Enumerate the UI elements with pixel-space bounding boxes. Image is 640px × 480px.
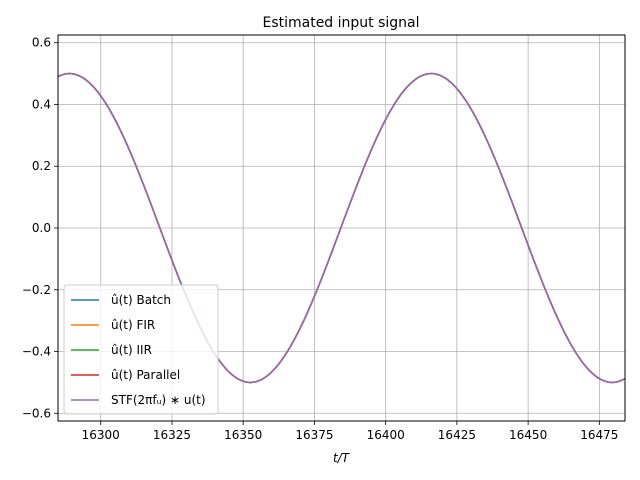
legend-label: û(t) FIR	[111, 318, 155, 332]
chart-title: Estimated input signal	[262, 15, 419, 31]
legend-box	[63, 284, 219, 415]
y-tick-label: −0.6	[22, 406, 51, 420]
y-tick-label: 0.2	[32, 159, 51, 173]
x-axis-label: t/T	[333, 451, 351, 465]
y-tick-label: 0.4	[32, 97, 51, 111]
legend-label: û(t) Batch	[111, 293, 171, 307]
x-tick-label: 16450	[509, 428, 547, 442]
y-axis: −0.6 −0.4 −0.2 0.0 0.2 0.4 0.6	[22, 36, 58, 420]
x-tick-label: 16425	[438, 428, 476, 442]
x-axis: 16300 16325 16350 16375 16400 16425 16450 16475	[82, 421, 618, 442]
x-tick-label: 16325	[153, 428, 191, 442]
x-tick-label: 16350	[224, 428, 262, 442]
y-tick-label: 0.6	[32, 36, 51, 50]
x-tick-label: 16475	[580, 428, 618, 442]
y-tick-label: −0.2	[22, 283, 51, 297]
legend-label: STF(2πfᵤ) ∗ u(t)	[111, 393, 206, 407]
legend-label: û(t) IIR	[111, 343, 152, 357]
y-tick-label: 0.0	[32, 221, 51, 235]
series-layer	[58, 72, 625, 384]
legend-label: û(t) Parallel	[111, 368, 180, 382]
x-tick-label: 16375	[295, 428, 333, 442]
series-line-5	[58, 72, 625, 384]
y-tick-label: −0.4	[22, 345, 51, 359]
x-tick-label: 16300	[82, 428, 120, 442]
x-tick-label: 16400	[367, 428, 405, 442]
legend: û(t) Batch û(t) FIR û(t) IIR û(t) Parallel S…	[63, 284, 219, 415]
